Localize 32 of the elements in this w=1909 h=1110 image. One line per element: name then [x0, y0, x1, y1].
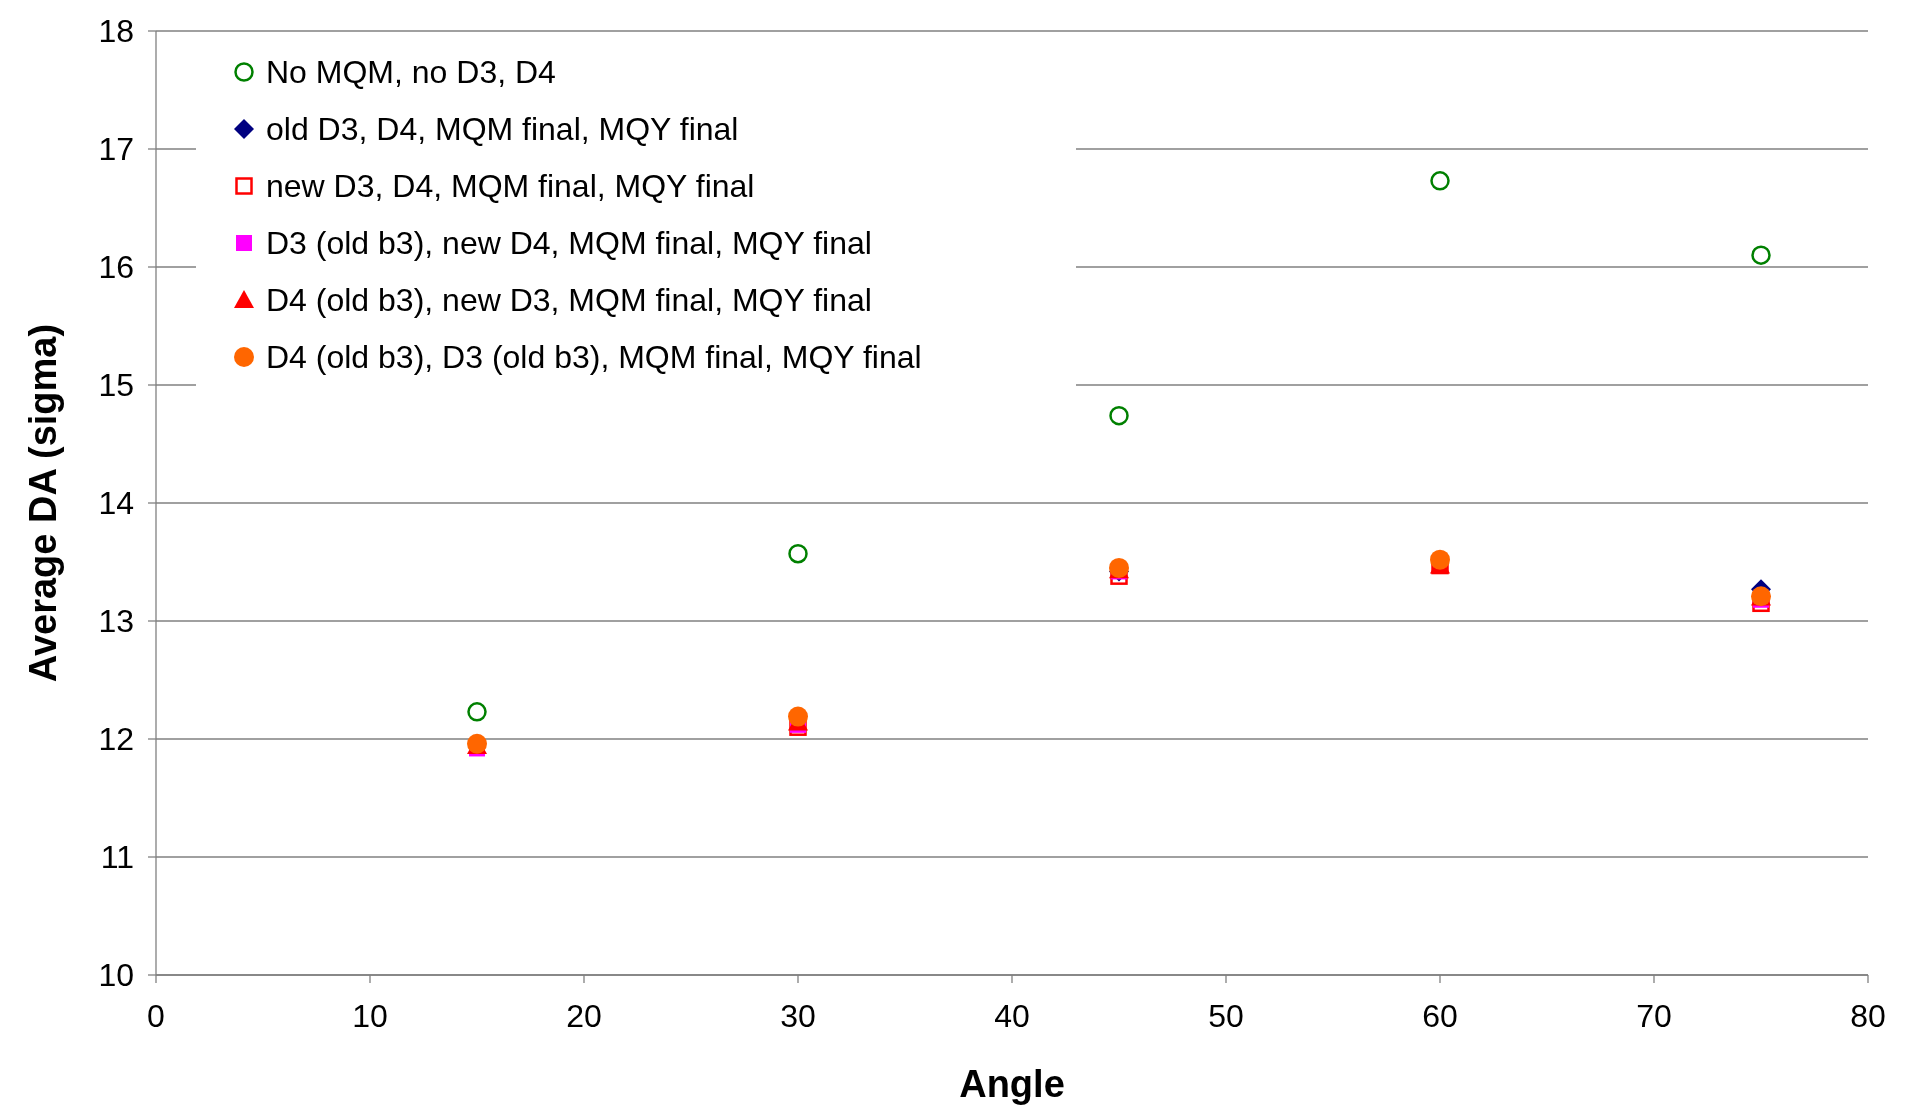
x-tick-label: 10 — [352, 998, 388, 1034]
x-tick-label: 50 — [1208, 998, 1244, 1034]
y-tick-label: 18 — [98, 13, 134, 50]
y-tick-label: 15 — [98, 367, 134, 404]
point — [1109, 405, 1129, 426]
legend-label: D3 (old b3), new D4, MQM final, MQY final — [266, 225, 872, 262]
x-axis-title: Angle — [959, 1063, 1065, 1105]
point — [467, 702, 487, 722]
y-tick-label: 10 — [98, 957, 134, 994]
x-tick-label: 80 — [1850, 998, 1886, 1034]
y-axis-title: Average DA (sigma) — [22, 323, 64, 683]
legend-label: D4 (old b3), D3 (old b3), MQM final, MQY final — [266, 339, 922, 376]
y-tick-label: 13 — [98, 603, 134, 640]
x-tick-label: 20 — [566, 998, 602, 1034]
legend-label: new D3, D4, MQM final, MQY final — [266, 168, 755, 205]
x-tick-label: 30 — [780, 998, 816, 1034]
x-tick-label: 40 — [994, 998, 1030, 1034]
point — [1430, 549, 1450, 570]
legend-label: D4 (old b3), new D3, MQM final, MQY final — [266, 282, 872, 319]
y-tick-label: 14 — [98, 485, 134, 522]
legend-label: old D3, D4, MQM final, MQY final — [266, 111, 739, 148]
y-tick-label: 16 — [98, 249, 134, 286]
x-tick-label: 70 — [1636, 998, 1672, 1034]
y-tick-label: 17 — [98, 131, 134, 168]
point — [1430, 171, 1450, 191]
legend-label: No MQM, no D3, D4 — [266, 54, 556, 91]
y-tick-label: 12 — [98, 721, 134, 758]
point — [1751, 245, 1771, 265]
x-tick-label: 0 — [147, 998, 165, 1034]
y-tick-label: 11 — [100, 839, 134, 876]
x-tick-label: 60 — [1422, 998, 1458, 1034]
point — [788, 543, 808, 564]
